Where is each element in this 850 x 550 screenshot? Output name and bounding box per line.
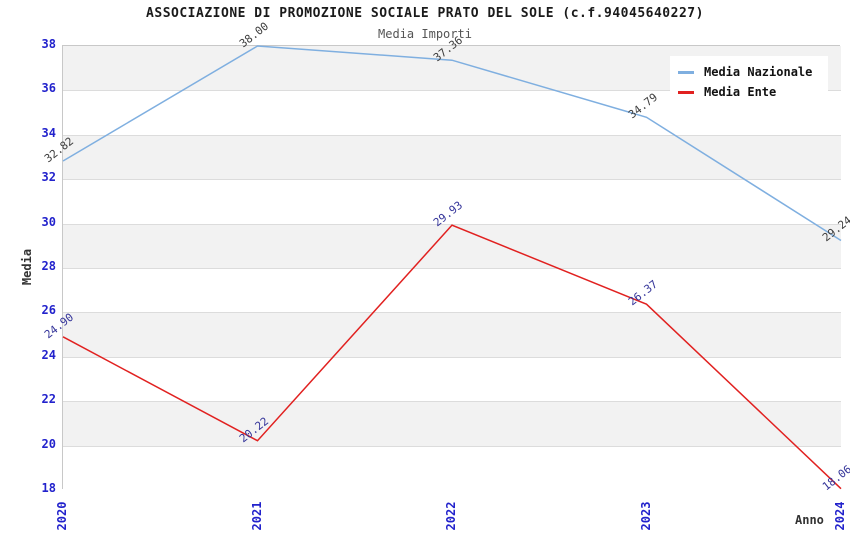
x-tick-label: 2023 — [638, 501, 653, 531]
y-tick-label: 32 — [41, 170, 56, 185]
gridline — [63, 401, 841, 403]
y-tick-label: 34 — [41, 125, 56, 140]
legend-item: Media Nazionale — [678, 62, 820, 82]
x-tick-label: 2022 — [444, 501, 458, 531]
x-tick-label: 2020 — [55, 501, 69, 531]
y-axis-title: Media — [20, 248, 34, 286]
y-tick-label: 24 — [41, 347, 56, 362]
gridline — [63, 268, 841, 269]
gridline — [63, 134, 841, 136]
plot-band — [63, 223, 841, 268]
y-tick-label: 20 — [41, 436, 56, 451]
legend-label: Media Nazionale — [704, 65, 813, 79]
y-tick-label: 28 — [41, 259, 56, 273]
series-line-media-ente — [62, 224, 842, 490]
gridline — [63, 356, 841, 358]
gridline — [63, 312, 841, 314]
plot-band — [63, 401, 841, 446]
x-tick-label: 2021 — [249, 501, 264, 531]
legend: Media Nazionale Media Ente — [670, 56, 828, 108]
plot-band — [63, 134, 841, 180]
y-tick-label: 26 — [41, 303, 56, 318]
y-tick-label: 22 — [41, 392, 56, 407]
chart-subtitle: Media Importi — [378, 27, 472, 41]
plot-band — [63, 445, 841, 490]
legend-label: Media Ente — [704, 85, 777, 99]
series-line-media-nazionale — [62, 45, 842, 242]
legend-line-swatch — [678, 90, 694, 94]
y-tick-label: 38 — [41, 37, 56, 51]
legend-item: Media Ente — [678, 82, 820, 102]
chart-title: ASSOCIAZIONE DI PROMOZIONE SOCIALE PRATO… — [146, 6, 704, 21]
plot-band — [63, 268, 841, 313]
x-axis-title: Anno — [795, 513, 824, 527]
plot-band — [63, 312, 841, 357]
plot-band — [63, 356, 841, 402]
plot-area: 32.82 38.00 37.36 34.79 29.24 24.90 20.22 29.93… — [42, 20, 850, 493]
x-tick-label: 2024 — [833, 501, 847, 531]
gridline — [63, 179, 841, 181]
plot-band — [63, 179, 841, 224]
gridline — [63, 90, 841, 92]
y-tick-label: 18 — [41, 481, 56, 495]
y-tick-label: 36 — [41, 81, 56, 96]
legend-line-swatch — [678, 70, 694, 74]
gridline — [63, 223, 841, 225]
gridline — [63, 445, 841, 447]
y-tick-label: 30 — [41, 214, 56, 229]
series-svg — [62, 45, 842, 490]
